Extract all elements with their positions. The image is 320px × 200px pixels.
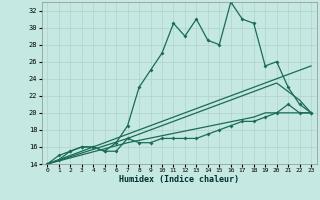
X-axis label: Humidex (Indice chaleur): Humidex (Indice chaleur)	[119, 175, 239, 184]
